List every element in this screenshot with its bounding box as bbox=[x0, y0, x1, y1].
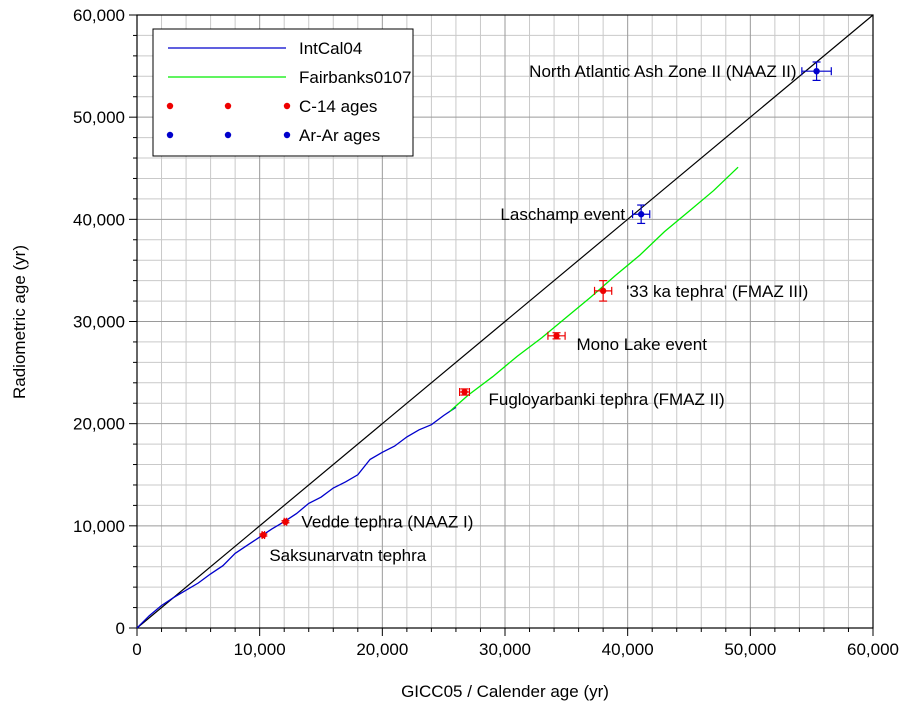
data-points bbox=[259, 61, 832, 540]
data-point-marker bbox=[260, 531, 267, 539]
y-tick-label: 40,000 bbox=[73, 210, 125, 229]
annotation-fugloyarbanki-tephra-fmaz-ii: Fugloyarbanki tephra (FMAZ II) bbox=[489, 390, 725, 409]
legend-marker-ar-ar-ages bbox=[224, 131, 232, 139]
data-point-mono-lake-event bbox=[547, 331, 566, 340]
reference-line-group bbox=[136, 14, 874, 629]
plot-border bbox=[136, 14, 874, 629]
x-tick-label: 20,000 bbox=[356, 640, 408, 659]
series-line-fairbanks0107 bbox=[449, 166, 739, 412]
legend-marker-ar-ar-ages bbox=[166, 131, 174, 139]
data-point-fugloyarbanki-tephra-fmaz-ii bbox=[459, 387, 471, 396]
data-point-laschamp-event bbox=[631, 204, 651, 225]
x-tick-label: 40,000 bbox=[602, 640, 654, 659]
annotation-vedde-tephra-naaz-i: Vedde tephra (NAAZ I) bbox=[301, 513, 473, 532]
annotation-north-atlantic-ash-zone-ii-naaz-ii: North Atlantic Ash Zone II (NAAZ II) bbox=[529, 62, 796, 81]
series-lines bbox=[136, 166, 739, 629]
data-point-marker bbox=[461, 388, 468, 396]
annotation-mono-lake-event: Mono Lake event bbox=[577, 335, 708, 354]
data-point-saksunarvatn-tephra bbox=[259, 531, 268, 540]
x-tick-labels: 0 10,000 20,000 30,000 40,000 50,000 60,000 bbox=[132, 640, 899, 659]
series-line-intcal04 bbox=[136, 406, 457, 629]
legend: IntCal04 Fairbanks0107 C-14 ages Ar-Ar ages bbox=[152, 28, 414, 157]
point-annotations: Saksunarvatn tephra Vedde tephra (NAAZ I)… bbox=[269, 62, 808, 565]
legend-label-ar-ar-ages: Ar-Ar ages bbox=[299, 126, 380, 145]
y-tick-label: 30,000 bbox=[73, 313, 125, 332]
legend-label-intcal04: IntCal04 bbox=[299, 39, 362, 58]
y-tick-label: 20,000 bbox=[73, 415, 125, 434]
x-tick-label: 0 bbox=[132, 640, 141, 659]
x-axis-label: GICC05 / Calender age (yr) bbox=[401, 682, 609, 701]
annotation-33-ka-tephra-fmaz-iii: '33 ka tephra' (FMAZ III) bbox=[626, 282, 808, 301]
y-tick-label: 60,000 bbox=[73, 6, 125, 25]
y-tick-label: 10,000 bbox=[73, 517, 125, 536]
annotation-laschamp-event: Laschamp event bbox=[500, 205, 625, 224]
annotation-saksunarvatn-tephra: Saksunarvatn tephra bbox=[269, 546, 426, 565]
y-tick-label: 50,000 bbox=[73, 108, 125, 127]
data-point-marker bbox=[282, 518, 289, 525]
data-point-marker bbox=[813, 67, 820, 75]
data-point-marker bbox=[637, 211, 645, 218]
x-tick-label: 60,000 bbox=[847, 640, 899, 659]
data-point-marker bbox=[553, 332, 560, 340]
legend-marker-c-14-ages bbox=[224, 102, 232, 110]
legend-marker-ar-ar-ages bbox=[283, 131, 291, 139]
data-point-vedde-tephra-naaz-i bbox=[281, 517, 290, 526]
legend-label-fairbanks0107: Fairbanks0107 bbox=[299, 68, 411, 87]
data-point-marker bbox=[599, 287, 607, 295]
x-tick-label: 30,000 bbox=[479, 640, 531, 659]
one-to-one-reference-line bbox=[136, 14, 874, 629]
y-tick-label: 0 bbox=[116, 619, 125, 638]
x-tick-label: 10,000 bbox=[234, 640, 286, 659]
data-point-33-ka-tephra-fmaz-iii bbox=[593, 280, 613, 302]
legend-label-c-14-ages: C-14 ages bbox=[299, 97, 377, 116]
x-tick-label: 50,000 bbox=[724, 640, 776, 659]
y-axis-label: Radiometric age (yr) bbox=[10, 245, 29, 399]
plot-frame bbox=[129, 14, 874, 636]
y-tick-labels: 0 10,000 20,000 30,000 40,000 50,000 60,000 bbox=[73, 6, 125, 638]
data-point-north-atlantic-ash-zone-ii-naaz-ii bbox=[801, 61, 832, 81]
legend-box bbox=[152, 28, 414, 157]
legend-marker-c-14-ages bbox=[283, 102, 291, 110]
legend-marker-c-14-ages bbox=[166, 102, 174, 110]
